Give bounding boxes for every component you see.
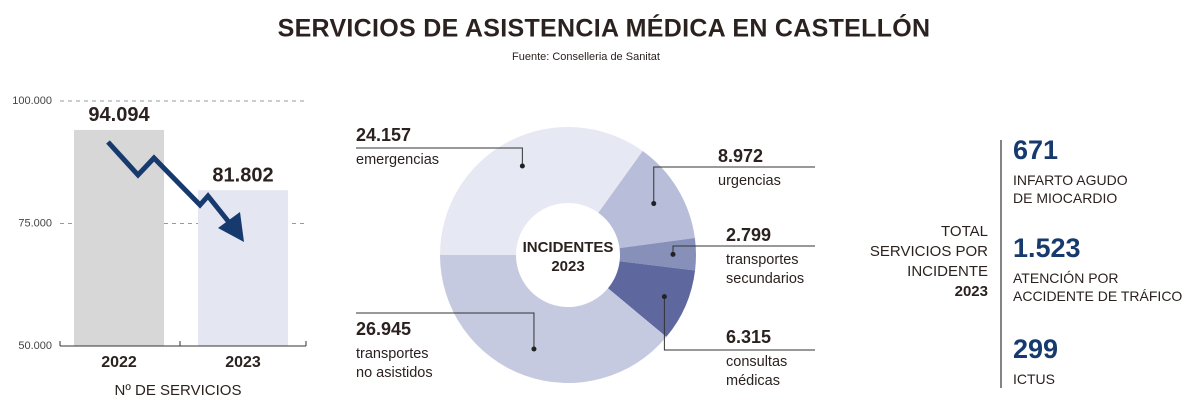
y-tick-label: 100.000 [12,95,52,107]
y-tick-label: 75.000 [18,217,52,229]
leader-line [356,312,535,350]
value-label: 8.972 [718,146,763,166]
leader-line [663,296,815,351]
stat-value: 1.523 [1013,233,1081,263]
donut-segment [440,126,643,255]
value-label: 2.799 [726,225,771,245]
stat-label: ATENCIÓN POR ACCIDENTE DE TRÁFICO [1013,270,1182,304]
value-label: 6.315 [726,327,771,347]
leader-dot [519,163,525,169]
stat-value: 299 [1013,334,1058,364]
y-tick-label: 50.000 [18,340,52,352]
arrow-head [218,212,244,242]
leader-line [356,147,523,167]
stats-panel: TOTAL SERVICIOS POR INCIDENTE 2023 671 INFART… [870,135,1182,388]
value-label: 26.945 [356,319,411,339]
donut-chart: INCIDENTES 2023 24.157 emergencias 8.972 urge… [356,125,815,389]
subtitle: Fuente: Conselleria de Sanitat [512,51,660,63]
stat-value: 671 [1013,135,1058,165]
category-label: urgencias [718,173,781,189]
category-label: transportes secundarios [726,252,804,287]
donut-segment [607,261,696,337]
x-axis-label: Nº DE SERVICIOS [115,382,242,399]
stat-label: INFARTO AGUDO DE MIOCARDIO [1013,172,1128,206]
donut-segment [440,255,667,383]
bar-chart: 50.000 75.000 100.000 94.094 2022 81.802 2023 N… [12,95,307,399]
value-label: 94.094 [88,104,150,126]
stat-label: ICTUS [1013,371,1055,387]
leader-dot [651,201,657,207]
leader-dot [661,294,667,300]
value-label: 24.157 [356,125,411,145]
title: SERVICIOS DE ASISTENCIA MÉDICA EN CASTEL… [278,13,931,43]
x-tick-label: 2022 [101,354,137,371]
center-label: INCIDENTES 2023 [523,239,614,275]
trend-arrow [106,140,234,228]
category-label: emergencias [356,152,439,168]
x-tick-label: 2023 [225,354,261,371]
value-label: 81.802 [212,164,273,186]
donut-segment [598,151,695,249]
leader-line [672,245,815,255]
category-label: consultas médicas [726,354,787,389]
leader-line [653,166,815,204]
bar [198,190,288,346]
leader-dot [670,251,676,257]
stats-title: TOTAL SERVICIOS POR INCIDENTE 2023 [870,223,988,300]
category-label: transportes no asistidos [356,346,433,381]
leader-dot [531,346,537,352]
